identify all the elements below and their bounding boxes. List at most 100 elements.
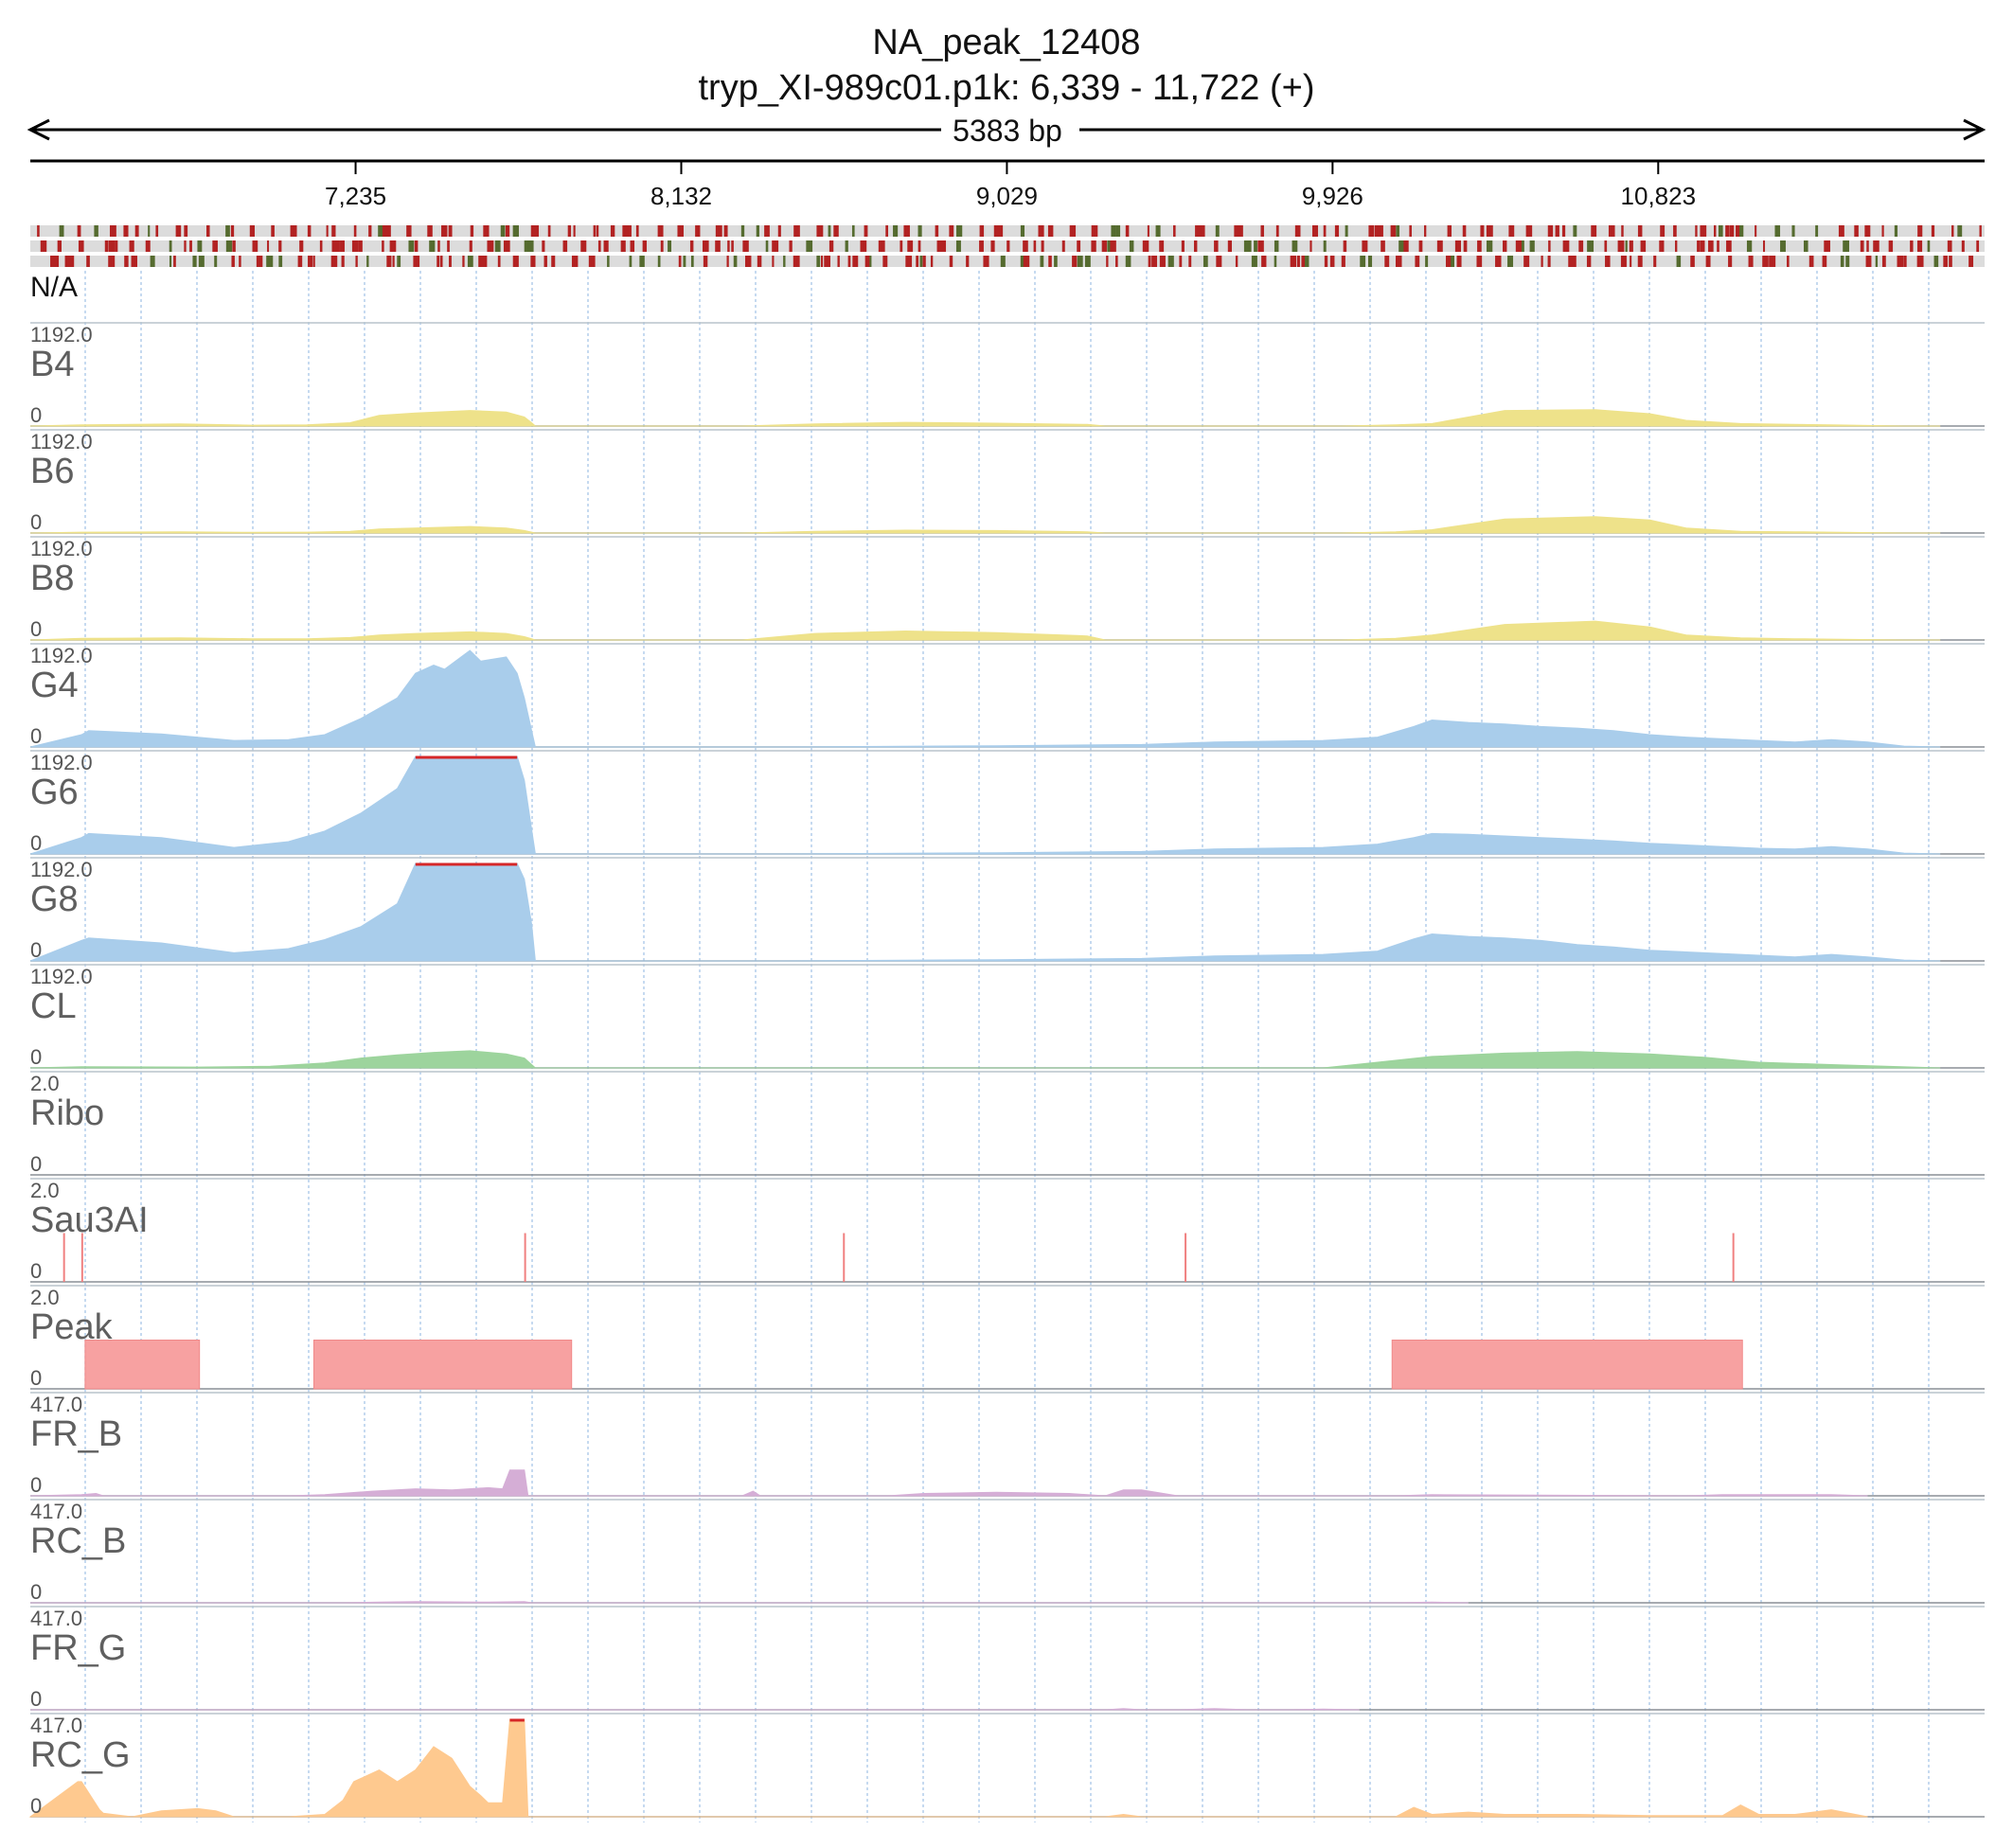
annotation-mark <box>1700 240 1705 252</box>
annotation-mark <box>331 240 338 252</box>
annotation-mark <box>1866 240 1869 252</box>
annotation-mark <box>626 225 632 237</box>
annotation-mark <box>1343 240 1347 252</box>
annotation-mark <box>78 240 83 252</box>
annotation-mark <box>1562 240 1570 252</box>
annotation-mark <box>1047 225 1054 237</box>
annotation-mark <box>1147 225 1149 237</box>
annotation-mark <box>1305 256 1309 267</box>
annotation-mark <box>1865 256 1872 267</box>
annotation-mark <box>1695 225 1698 237</box>
annotation-mark <box>67 256 75 267</box>
annotation-mark <box>935 225 939 237</box>
annotation-mark <box>1324 256 1328 267</box>
annotation-mark <box>1736 225 1742 237</box>
annotation-mark <box>1774 225 1781 237</box>
annotation-mark <box>378 225 384 237</box>
annotation-mark <box>249 225 255 237</box>
track-min-label: 0 <box>30 1473 42 1497</box>
annotation-mark <box>1238 225 1243 237</box>
annotation-mark <box>629 256 632 267</box>
annotation-mark <box>905 256 913 267</box>
annotation-mark <box>1477 240 1482 252</box>
annotation-mark <box>1275 225 1279 237</box>
track-name: Sau3AI <box>30 1200 149 1240</box>
annotation-mark <box>1659 240 1665 252</box>
track-min-label: 0 <box>30 831 42 855</box>
annotation-mark <box>1000 256 1006 267</box>
annotation-mark <box>326 225 329 237</box>
annotation-mark <box>783 256 786 267</box>
annotation-mark <box>1873 240 1879 252</box>
annotation-mark <box>1261 256 1267 267</box>
annotation-mark <box>530 256 536 267</box>
annotation-mark <box>885 225 888 237</box>
annotation-mark <box>1106 256 1109 267</box>
annotation-mark <box>547 225 551 237</box>
annotation-mark <box>319 240 323 252</box>
annotation-mark <box>155 225 159 237</box>
annotation-mark <box>1653 256 1657 267</box>
annotation-mark <box>1445 256 1452 267</box>
annotation-mark <box>1864 225 1871 237</box>
annotation-mark <box>109 225 116 237</box>
annotation-mark <box>657 225 664 237</box>
annotation-mark <box>610 225 615 237</box>
annotation-mark <box>184 240 187 252</box>
annotation-mark <box>1454 240 1462 252</box>
annotation-mark <box>94 225 98 237</box>
annotation-mark <box>1041 240 1044 252</box>
annotation-mark <box>678 256 682 267</box>
annotation-mark <box>336 240 340 252</box>
annotation-mark <box>214 256 218 267</box>
annotation-mark <box>816 225 824 237</box>
annotation-mark <box>677 225 684 237</box>
annotation-mark <box>639 256 645 267</box>
annotation-mark <box>1951 225 1954 237</box>
track-g4: 1192.0G4 0 <box>29 643 1985 748</box>
annotation-mark <box>1451 256 1455 267</box>
annotation-mark <box>1769 256 1776 267</box>
annotation-mark <box>366 256 369 267</box>
annotation-mark <box>1541 256 1543 267</box>
annotation-mark <box>439 256 443 267</box>
annotation-mark <box>1555 225 1559 237</box>
annotation-mark <box>530 225 537 237</box>
annotation-mark <box>900 240 903 252</box>
annotation-mark <box>1503 240 1507 252</box>
annotation-mark <box>789 240 793 252</box>
annotation-mark <box>1367 256 1373 267</box>
annotation-mark <box>447 240 450 252</box>
annotation-mark <box>1072 256 1078 267</box>
annotation-mark <box>635 225 639 237</box>
annotation-mark <box>1023 240 1028 252</box>
annotation-mark <box>37 225 40 237</box>
annotation-mark <box>1462 225 1467 237</box>
annotation-mark <box>355 256 358 267</box>
annotation-mark <box>206 225 210 237</box>
annotation-mark <box>1084 256 1091 267</box>
annotation-mark <box>1755 225 1757 237</box>
annotation-mark <box>1507 256 1514 267</box>
track-max-label: 417.0 <box>30 1607 82 1630</box>
annotation-mark <box>1251 256 1257 267</box>
annotation-mark <box>441 225 448 237</box>
annotation-mark <box>1048 256 1052 267</box>
coverage-tracks: 1192.0B401192.0B601192.0B801192.0G401192… <box>28 322 1985 1818</box>
annotation-mark <box>115 240 118 252</box>
annotation-mark <box>184 225 188 237</box>
annotation-mark <box>341 256 345 267</box>
annotation-mark <box>1115 225 1121 237</box>
annotation-mark <box>225 240 233 252</box>
annotation-mark <box>1110 240 1116 252</box>
annotation-mark <box>469 240 472 252</box>
annotation-mark <box>593 225 597 237</box>
annotation-mark <box>448 225 453 237</box>
annotation-mark <box>1621 225 1624 237</box>
annotation-mark <box>266 256 274 267</box>
annotation-mark <box>1725 225 1730 237</box>
annotation-mark <box>1040 256 1044 267</box>
track-max-label: 1192.0 <box>30 965 93 988</box>
annotation-mark <box>1548 240 1551 252</box>
annotation-mark <box>990 240 995 252</box>
